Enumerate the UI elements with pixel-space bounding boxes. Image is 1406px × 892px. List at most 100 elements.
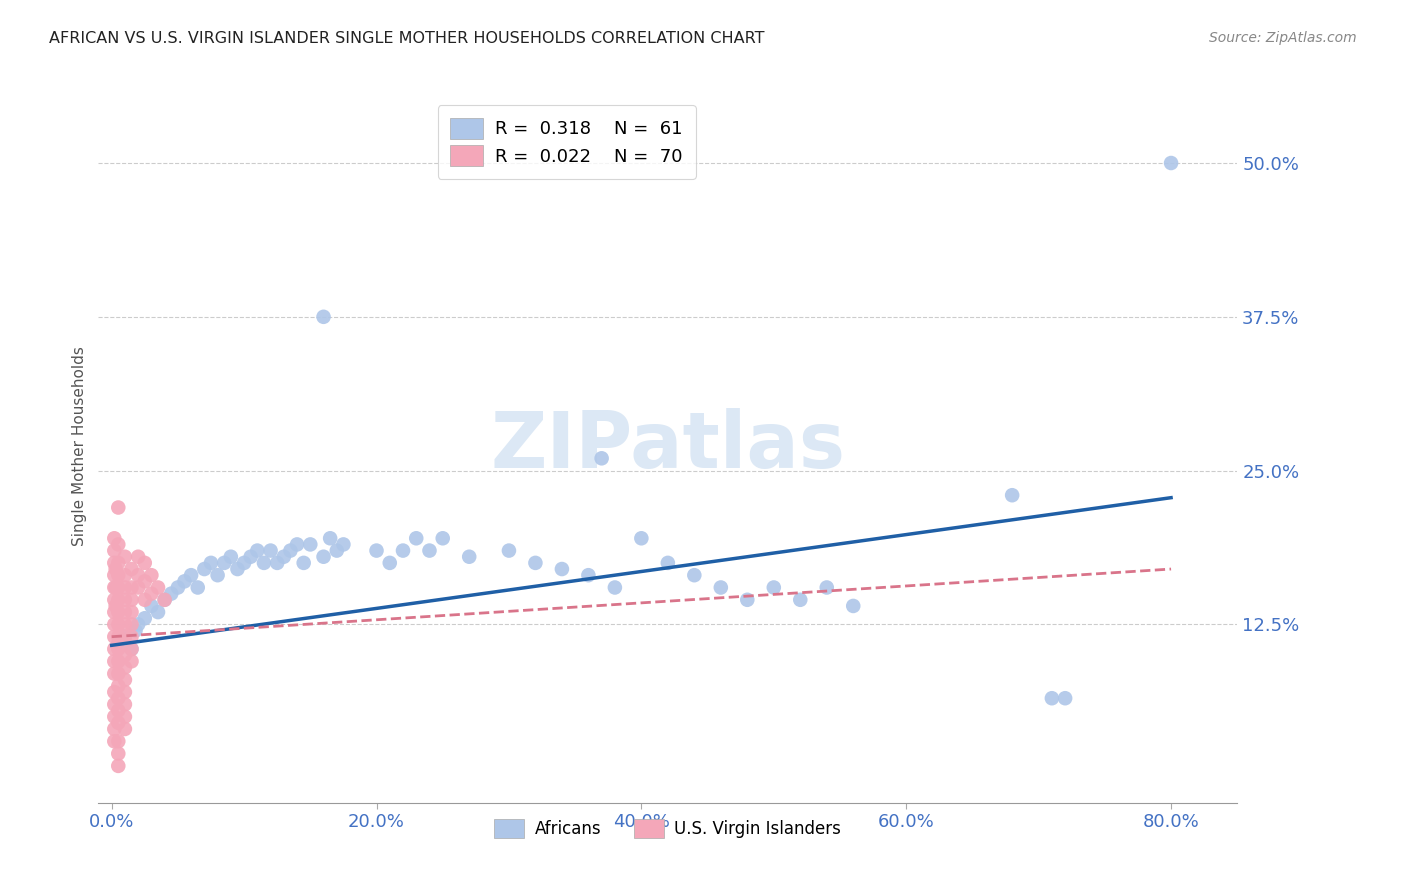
Point — [285, 537, 308, 551]
Point — [312, 310, 335, 324]
Point — [1054, 691, 1077, 706]
Point — [127, 617, 149, 632]
Point — [103, 734, 125, 748]
Point — [114, 685, 136, 699]
Point — [107, 537, 129, 551]
Point — [710, 581, 733, 595]
Point — [107, 636, 129, 650]
Point — [299, 537, 322, 551]
Point — [104, 581, 127, 595]
Point — [842, 599, 865, 613]
Point — [107, 679, 129, 693]
Point — [180, 568, 202, 582]
Point — [630, 531, 652, 545]
Point — [280, 543, 302, 558]
Point — [107, 654, 129, 668]
Point — [127, 549, 149, 564]
Point — [207, 568, 229, 582]
Text: Source: ZipAtlas.com: Source: ZipAtlas.com — [1209, 31, 1357, 45]
Point — [107, 581, 129, 595]
Point — [121, 605, 143, 619]
Point — [146, 605, 169, 619]
Point — [107, 715, 129, 730]
Point — [576, 568, 599, 582]
Point — [107, 704, 129, 718]
Point — [266, 556, 288, 570]
Point — [103, 654, 125, 668]
Point — [200, 556, 222, 570]
Point — [121, 592, 143, 607]
Point — [107, 556, 129, 570]
Point — [114, 568, 136, 582]
Point — [103, 666, 125, 681]
Point — [121, 562, 143, 576]
Point — [392, 543, 415, 558]
Point — [524, 556, 547, 570]
Point — [107, 500, 129, 515]
Point — [107, 568, 129, 582]
Y-axis label: Single Mother Households: Single Mother Households — [72, 346, 87, 546]
Point — [103, 556, 125, 570]
Point — [114, 549, 136, 564]
Point — [114, 605, 136, 619]
Point — [107, 630, 129, 644]
Point — [114, 709, 136, 723]
Point — [134, 574, 156, 589]
Point — [134, 556, 156, 570]
Point — [253, 556, 276, 570]
Point — [103, 630, 125, 644]
Point — [239, 549, 262, 564]
Point — [107, 734, 129, 748]
Point — [134, 592, 156, 607]
Point — [121, 642, 143, 657]
Point — [103, 581, 125, 595]
Point — [114, 648, 136, 662]
Point — [498, 543, 520, 558]
Point — [737, 592, 759, 607]
Point — [212, 556, 235, 570]
Point — [657, 556, 679, 570]
Point — [107, 747, 129, 761]
Point — [107, 592, 129, 607]
Point — [332, 537, 354, 551]
Point — [124, 624, 146, 638]
Point — [273, 549, 295, 564]
Point — [418, 543, 440, 558]
Point — [107, 605, 129, 619]
Point — [114, 617, 136, 632]
Point — [103, 531, 125, 545]
Point — [1001, 488, 1024, 502]
Point — [153, 592, 176, 607]
Point — [233, 556, 256, 570]
Point — [458, 549, 481, 564]
Point — [114, 630, 136, 644]
Point — [603, 581, 626, 595]
Point — [121, 654, 143, 668]
Point — [121, 630, 143, 644]
Point — [103, 543, 125, 558]
Point — [114, 630, 136, 644]
Point — [815, 581, 838, 595]
Point — [121, 642, 143, 657]
Point — [114, 698, 136, 712]
Point — [141, 599, 163, 613]
Point — [173, 574, 195, 589]
Text: ZIPatlas: ZIPatlas — [491, 408, 845, 484]
Text: AFRICAN VS U.S. VIRGIN ISLANDER SINGLE MOTHER HOUSEHOLDS CORRELATION CHART: AFRICAN VS U.S. VIRGIN ISLANDER SINGLE M… — [49, 31, 765, 46]
Point — [107, 642, 129, 657]
Point — [246, 543, 269, 558]
Point — [103, 592, 125, 607]
Point — [114, 660, 136, 674]
Point — [103, 605, 125, 619]
Point — [107, 617, 129, 632]
Point — [114, 581, 136, 595]
Legend: Africans, U.S. Virgin Islanders: Africans, U.S. Virgin Islanders — [485, 809, 851, 848]
Point — [153, 592, 176, 607]
Point — [591, 451, 613, 466]
Point — [146, 581, 169, 595]
Point — [103, 568, 125, 582]
Point — [127, 581, 149, 595]
Point — [1040, 691, 1063, 706]
Point — [103, 642, 125, 657]
Point — [103, 617, 125, 632]
